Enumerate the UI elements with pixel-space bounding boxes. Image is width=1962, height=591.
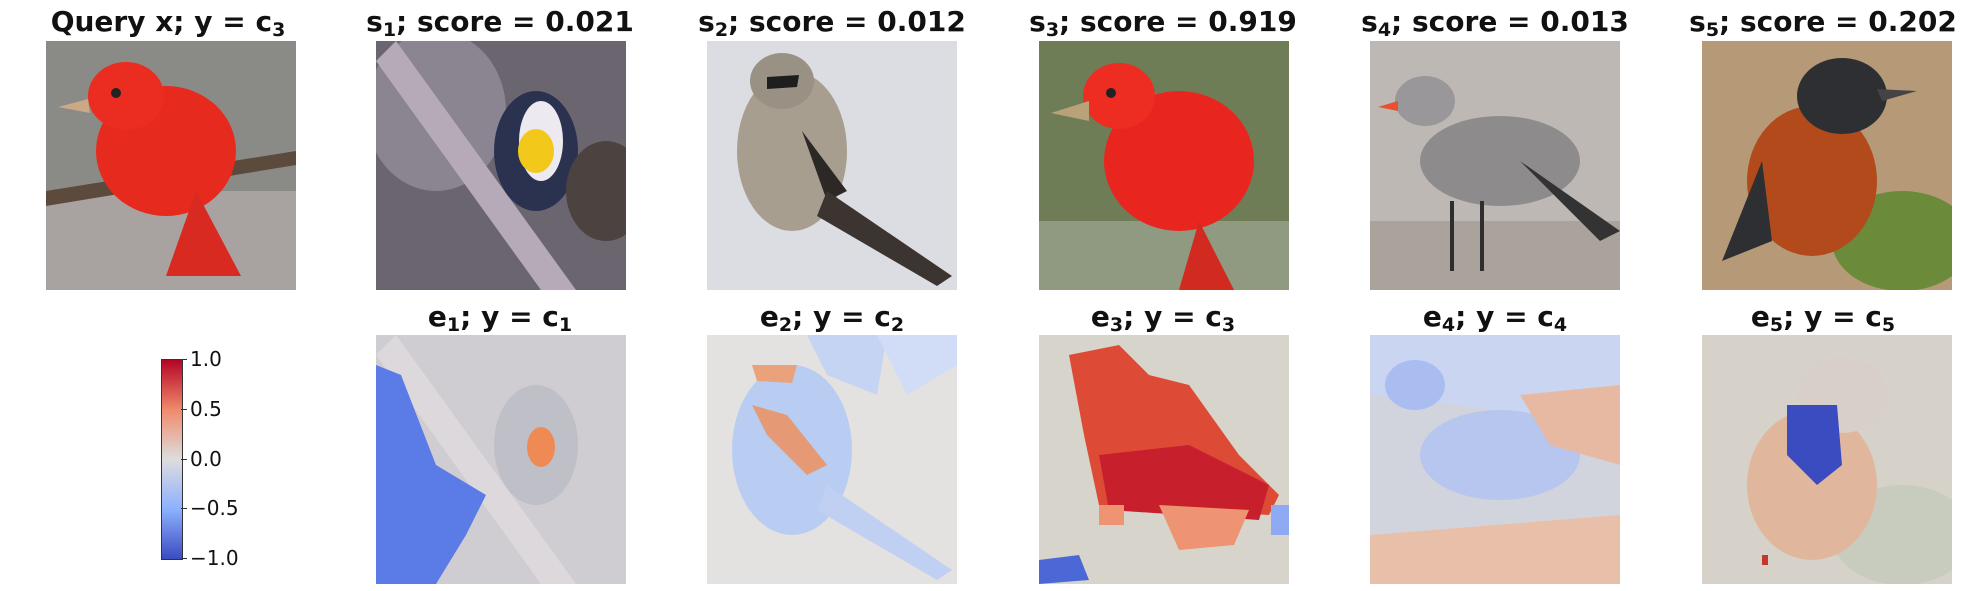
explanation-map-1	[376, 335, 626, 584]
candidate-image-2	[707, 41, 957, 290]
candidate-score: 0.021	[545, 5, 634, 38]
explanation-title-3: e3; y = c3	[1090, 300, 1236, 336]
query-y-label: y =	[194, 5, 256, 38]
colorbar-tick	[181, 459, 187, 460]
candidate-sub: 3	[1045, 19, 1060, 41]
colorbar-tick	[181, 508, 187, 509]
explanation-map-5	[1702, 335, 1952, 584]
candidate-image-4	[1370, 41, 1620, 290]
score-label: score =	[1740, 5, 1859, 38]
explanation-sub: 4	[1441, 314, 1456, 336]
candidate-sub: 2	[714, 19, 729, 41]
colorbar-tick	[181, 558, 187, 559]
explanation-title-1: e1; y = c1	[427, 300, 573, 336]
candidate-image-5	[1702, 41, 1952, 290]
candidate-sub: 1	[382, 19, 397, 41]
score-label: score =	[749, 5, 868, 38]
candidate-score: 0.012	[877, 5, 966, 38]
query-label-sub: 3	[272, 19, 286, 41]
explanation-sub: 2	[778, 314, 793, 336]
candidate-image-3	[1039, 41, 1289, 290]
class-sub: 2	[890, 314, 905, 336]
colorbar-tick-label: 1.0	[190, 347, 222, 371]
colorbar-tick	[181, 409, 187, 410]
explanation-title-2: e2; y = c2	[759, 300, 905, 336]
query-name: Query x	[50, 5, 174, 38]
candidate-title-4: s4; score = 0.013	[1361, 5, 1629, 41]
y-label: y =	[481, 300, 533, 333]
explanation-sub: 3	[1109, 314, 1124, 336]
explanation-sub: 1	[446, 314, 461, 336]
candidate-title-1: s1; score = 0.021	[366, 5, 634, 41]
explanation-map-4	[1370, 335, 1620, 584]
class-sub: 5	[1881, 314, 1896, 336]
candidate-title-2: s2; score = 0.012	[698, 5, 966, 41]
explanation-sub: 5	[1769, 314, 1784, 336]
explanation-map-3	[1039, 335, 1289, 584]
score-label: score =	[417, 5, 536, 38]
class-sub: 3	[1221, 314, 1236, 336]
query-title: Query x; y = c3	[50, 5, 286, 41]
candidate-sub: 4	[1377, 19, 1392, 41]
explanation-title-4: e4; y = c4	[1422, 300, 1568, 336]
colorbar-tick-label: 0.0	[190, 447, 222, 471]
candidate-score: 0.202	[1868, 5, 1957, 38]
score-label: score =	[1412, 5, 1531, 38]
query-image	[46, 41, 296, 290]
y-label: y =	[1804, 300, 1856, 333]
y-label: y =	[1476, 300, 1528, 333]
colorbar-tick	[181, 359, 187, 360]
query-label: c	[255, 5, 273, 38]
explanation-title-5: e5; y = c5	[1750, 300, 1896, 336]
explanation-map-2	[707, 335, 957, 584]
candidate-score: 0.013	[1540, 5, 1629, 38]
y-label: y =	[813, 300, 865, 333]
candidate-score: 0.919	[1208, 5, 1297, 38]
colorbar-tick-label: −0.5	[190, 496, 239, 520]
colorbar-tick-label: −1.0	[190, 546, 239, 570]
candidate-title-5: s5; score = 0.202	[1689, 5, 1957, 41]
candidate-image-1	[376, 41, 626, 290]
class-sub: 4	[1553, 314, 1568, 336]
y-label: y =	[1144, 300, 1196, 333]
colorbar	[161, 359, 183, 560]
candidate-sub: 5	[1705, 19, 1720, 41]
class-sub: 1	[558, 314, 573, 336]
candidate-title-3: s3; score = 0.919	[1029, 5, 1297, 41]
colorbar-tick-label: 0.5	[190, 397, 222, 421]
score-label: score =	[1080, 5, 1199, 38]
